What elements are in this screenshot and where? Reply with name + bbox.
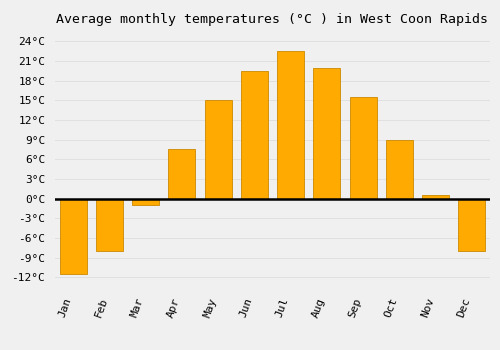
Bar: [350, 97, 376, 198]
Bar: [386, 140, 413, 198]
Bar: [168, 149, 196, 198]
Title: Average monthly temperatures (°C ) in West Coon Rapids: Average monthly temperatures (°C ) in We…: [56, 13, 488, 26]
Bar: [60, 198, 86, 274]
Bar: [422, 195, 449, 198]
Bar: [204, 100, 232, 198]
Bar: [314, 68, 340, 198]
Bar: [96, 198, 123, 251]
Bar: [132, 198, 159, 205]
Bar: [458, 198, 485, 251]
Bar: [277, 51, 304, 198]
Bar: [241, 71, 268, 198]
